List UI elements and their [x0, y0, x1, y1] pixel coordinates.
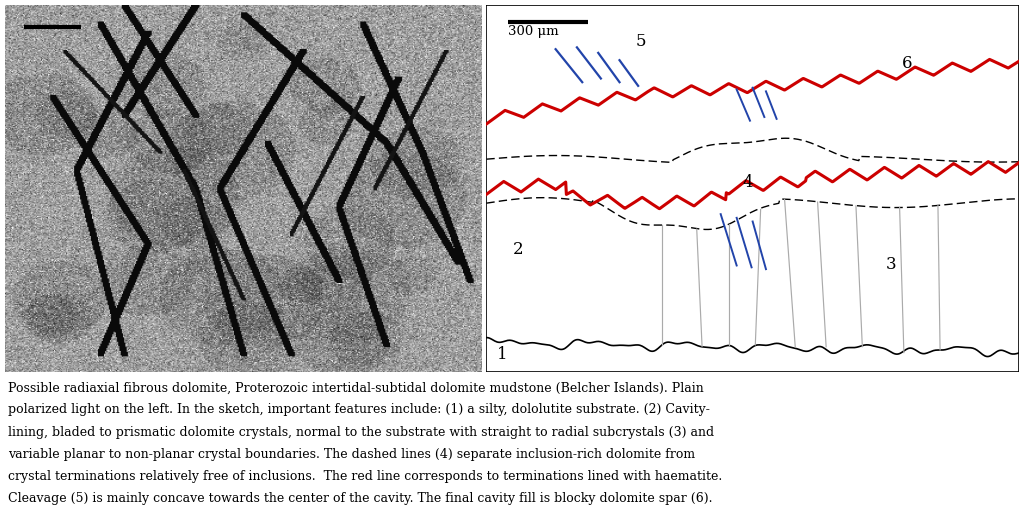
Text: 6: 6 [902, 55, 912, 72]
Text: polarized light on the left. In the sketch, important features include: (1) a si: polarized light on the left. In the sket… [8, 404, 710, 417]
Text: 2: 2 [513, 241, 523, 258]
Text: Possible radiaxial fibrous dolomite, Proterozoic intertidal-subtidal dolomite mu: Possible radiaxial fibrous dolomite, Pro… [8, 381, 703, 394]
Text: 300 μm: 300 μm [508, 25, 558, 38]
Text: variable planar to non-planar crystal boundaries. The dashed lines (4) separate : variable planar to non-planar crystal bo… [8, 448, 695, 461]
Text: 5: 5 [636, 33, 646, 49]
Text: Cleavage (5) is mainly concave towards the center of the cavity. The final cavit: Cleavage (5) is mainly concave towards t… [8, 492, 713, 505]
Text: 3: 3 [886, 256, 896, 273]
Text: crystal terminations relatively free of inclusions.  The red line corresponds to: crystal terminations relatively free of … [8, 470, 723, 483]
Text: 4: 4 [742, 174, 753, 191]
Text: lining, bladed to prismatic dolomite crystals, normal to the substrate with stra: lining, bladed to prismatic dolomite cry… [8, 425, 715, 439]
Text: 1: 1 [497, 346, 508, 363]
